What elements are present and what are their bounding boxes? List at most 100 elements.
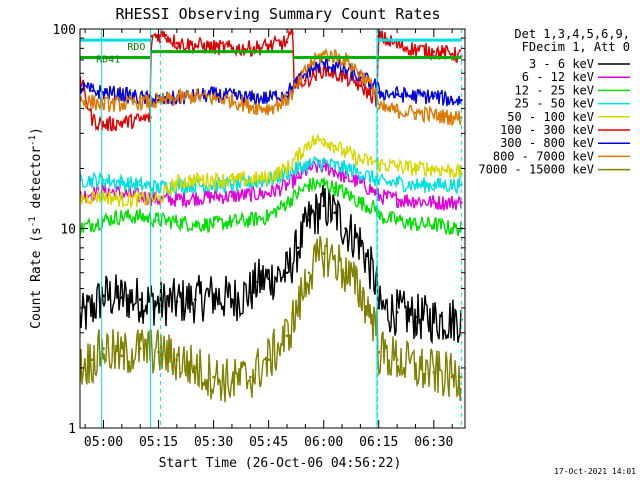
data-point-8-6 <box>175 358 179 362</box>
data-point-3-5 <box>157 186 160 190</box>
data-point-1-10 <box>249 193 252 196</box>
data-point-2-17 <box>344 192 348 195</box>
data-point-0-9 <box>230 298 234 301</box>
data-point-4-10 <box>249 178 252 182</box>
data-point-7-15 <box>322 52 326 56</box>
data-point-5-18 <box>322 67 326 71</box>
legend-label-0: 3 - 6 keV <box>529 57 594 71</box>
data-point-8-5 <box>157 350 160 354</box>
data-point-5-14 <box>285 40 289 44</box>
data-point-7-18 <box>359 72 362 75</box>
series-line-2 <box>80 176 462 237</box>
data-point-0-14 <box>296 246 300 250</box>
series-3 <box>80 155 463 196</box>
data-point-7-17 <box>344 58 348 62</box>
data-point-2-8 <box>212 223 215 226</box>
y-axis-label-mid: detector <box>29 146 44 217</box>
data-point-3-15 <box>322 160 326 164</box>
x-tick-label-1: 05:15 <box>139 435 178 450</box>
data-point-5-8 <box>175 41 179 45</box>
annotation-0: RDO <box>127 42 145 53</box>
data-point-1-13 <box>296 176 300 179</box>
data-point-4-13 <box>296 155 300 158</box>
data-point-1-25 <box>460 201 463 204</box>
legend-label-1: 6 - 12 keV <box>522 70 594 84</box>
data-point-5-10 <box>212 46 215 49</box>
data-point-3-4 <box>138 183 142 187</box>
data-point-5-11 <box>230 47 234 50</box>
data-point-7-8 <box>212 96 215 100</box>
data-point-2-4 <box>138 215 142 218</box>
data-point-3-17 <box>344 167 348 170</box>
data-point-4-11 <box>267 176 270 179</box>
data-point-2-18 <box>359 201 362 204</box>
data-point-1-22 <box>414 199 417 202</box>
data-point-3-18 <box>359 171 362 175</box>
data-point-4-6 <box>175 181 179 184</box>
data-point-2-5 <box>157 218 160 222</box>
data-point-1-8 <box>212 195 215 198</box>
legend-label-8: 7000 - 15000 keV <box>478 163 594 177</box>
data-point-6-17 <box>344 69 348 72</box>
legend-label-3: 25 - 50 keV <box>515 97 594 111</box>
data-point-7-10 <box>249 104 252 108</box>
data-point-6-11 <box>267 96 270 100</box>
data-point-2-10 <box>249 218 252 222</box>
data-point-4-8 <box>212 178 215 182</box>
data-point-2-13 <box>296 192 300 195</box>
data-point-1-6 <box>175 198 179 201</box>
data-point-0-23 <box>414 315 417 319</box>
data-point-0-10 <box>249 290 252 294</box>
data-point-7-24 <box>450 116 454 119</box>
x-axis-label: Start Time (26-Oct-06 04:56:22) <box>159 456 402 471</box>
data-point-0-17 <box>333 211 337 214</box>
data-point-3-25 <box>460 183 463 187</box>
data-point-0-15 <box>307 218 311 222</box>
data-point-4-3 <box>120 198 124 201</box>
data-point-4-7 <box>193 178 197 182</box>
data-point-2-12 <box>285 201 289 204</box>
data-point-3-1 <box>91 178 94 182</box>
data-point-6-15 <box>322 62 326 65</box>
legend-label-2: 12 - 25 keV <box>515 83 594 97</box>
data-point-7-9 <box>230 98 234 102</box>
data-point-1-18 <box>359 181 362 184</box>
data-point-5-15 <box>291 32 294 35</box>
data-point-8-9 <box>230 380 234 384</box>
data-point-8-23 <box>432 371 436 374</box>
data-point-7-23 <box>432 113 436 117</box>
data-point-8-15 <box>322 252 326 255</box>
data-point-0-24 <box>432 318 436 321</box>
data-point-6-3 <box>120 93 124 96</box>
data-point-4-24 <box>450 169 454 172</box>
data-point-5-3 <box>120 121 124 124</box>
data-point-7-22 <box>414 111 417 115</box>
legend-label-5: 100 - 300 keV <box>500 123 594 137</box>
data-point-7-13 <box>296 84 300 87</box>
overlay-layer: RDO RD41 <box>80 29 462 428</box>
data-point-0-2 <box>102 294 105 298</box>
data-point-8-3 <box>120 354 124 358</box>
data-point-0-4 <box>138 298 142 301</box>
data-point-0-16 <box>322 204 326 208</box>
y-axis-label-exp2: -1 <box>28 135 38 146</box>
data-point-5-17 <box>304 79 307 83</box>
data-point-5-2 <box>102 123 105 127</box>
data-point-4-1 <box>91 195 94 198</box>
y-axis-label-end: ) <box>29 127 44 135</box>
annotation-1: RD41 <box>96 55 120 66</box>
data-point-5-25 <box>414 48 417 51</box>
x-tick-label-5: 06:15 <box>359 435 398 450</box>
data-point-8-10 <box>249 375 252 379</box>
legend-label-6: 300 - 800 keV <box>500 136 594 150</box>
data-point-4-9 <box>230 178 234 182</box>
series-2 <box>80 176 463 237</box>
data-point-6-12 <box>285 91 289 94</box>
data-point-4-23 <box>432 167 436 170</box>
data-point-0-7 <box>193 298 197 301</box>
data-point-8-1 <box>91 358 94 362</box>
data-point-2-14 <box>307 183 311 187</box>
series-1 <box>80 159 463 211</box>
data-point-5-26 <box>432 50 436 53</box>
